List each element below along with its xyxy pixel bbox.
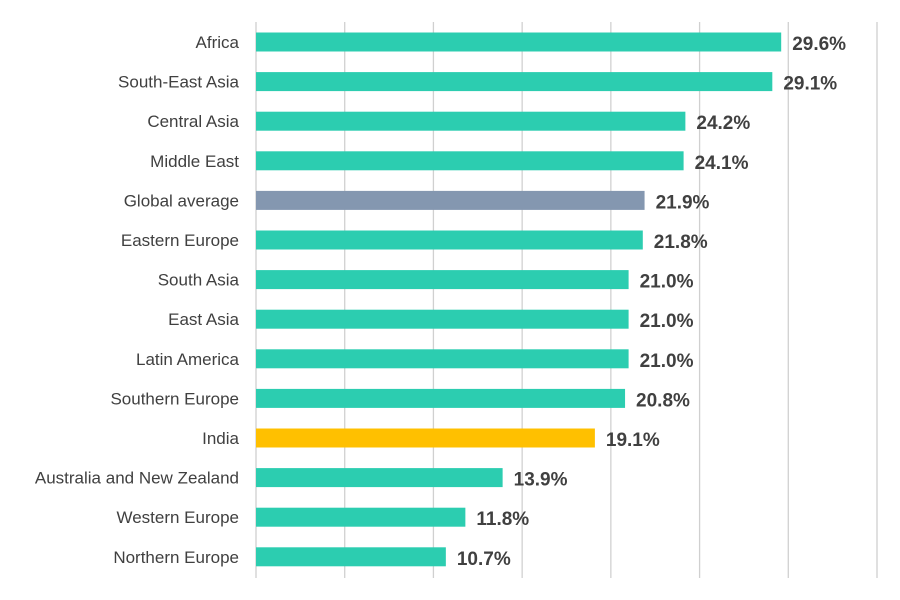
bars [256, 32, 782, 567]
category-label-south-asia: South Asia [158, 271, 240, 290]
category-label-east-asia: East Asia [168, 310, 239, 329]
value-labels: 29.6% 29.1% 24.2% 24.1% 21.9% 21.8% 21.0% 21.0%… [457, 34, 846, 570]
category-label-global-average: Global average [124, 191, 239, 210]
bar-east-asia [256, 309, 629, 329]
bar-southern-europe [256, 388, 626, 408]
category-labels: Africa South-East Asia Central Asia Middle … [35, 33, 240, 567]
bar-middle-east [256, 151, 684, 171]
bar-india [256, 428, 595, 448]
category-label-australia-and-new-zealand: Australia and New Zealand [35, 469, 239, 488]
category-label-southern-europe: Southern Europe [110, 389, 239, 408]
category-label-northern-europe: Northern Europe [113, 548, 239, 567]
gridlines [255, 22, 878, 578]
category-label-latin-america: Latin America [136, 350, 240, 369]
value-label-east-asia: 21.0% [640, 311, 694, 332]
value-label-central-asia: 24.2% [696, 113, 750, 134]
bar-latin-america [256, 349, 629, 369]
category-label-middle-east: Middle East [150, 152, 239, 171]
value-label-south-asia: 21.0% [640, 272, 694, 293]
bar-eastern-europe [256, 230, 643, 250]
value-label-southern-europe: 20.8% [636, 390, 690, 411]
category-label-eastern-europe: Eastern Europe [121, 231, 239, 250]
bar-australia-and-new-zealand [256, 468, 503, 488]
value-label-middle-east: 24.1% [695, 153, 749, 174]
value-label-eastern-europe: 21.8% [654, 232, 708, 253]
bar-south-asia [256, 270, 629, 290]
bar-south-east-asia [256, 72, 773, 92]
value-label-northern-europe: 10.7% [457, 549, 511, 570]
category-label-south-east-asia: South-East Asia [118, 73, 240, 92]
value-label-india: 19.1% [606, 430, 660, 451]
value-label-south-east-asia: 29.1% [783, 74, 837, 95]
bar-northern-europe [256, 547, 446, 567]
category-label-western-europe: Western Europe [116, 508, 239, 527]
category-label-africa: Africa [196, 33, 240, 52]
value-label-africa: 29.6% [792, 34, 846, 55]
value-label-australia-and-new-zealand: 13.9% [514, 470, 568, 491]
value-label-western-europe: 11.8% [476, 509, 529, 530]
bar-central-asia [256, 111, 686, 131]
bar-africa [256, 32, 782, 52]
bar-global-average [256, 190, 645, 210]
category-label-central-asia: Central Asia [147, 112, 239, 131]
bar-western-europe [256, 507, 466, 527]
value-label-global-average: 21.9% [656, 192, 710, 213]
value-label-latin-america: 21.0% [640, 351, 694, 372]
category-label-india: India [202, 429, 239, 448]
